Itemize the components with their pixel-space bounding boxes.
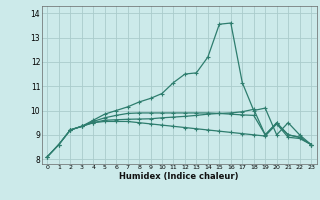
- X-axis label: Humidex (Indice chaleur): Humidex (Indice chaleur): [119, 172, 239, 181]
